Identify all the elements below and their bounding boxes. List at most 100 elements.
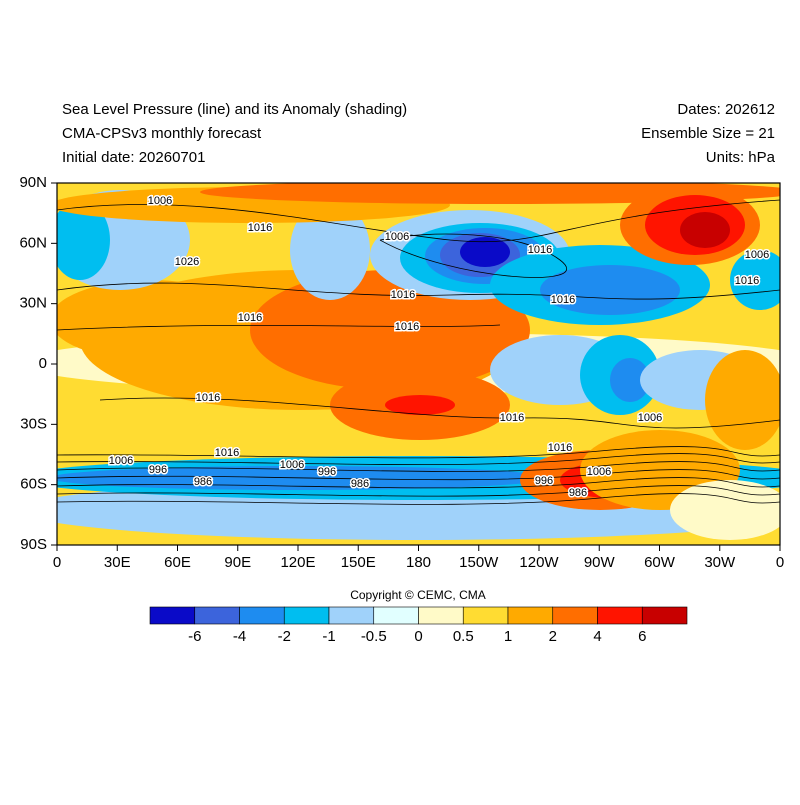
shade — [610, 358, 650, 402]
title-line: Dates: 202612 — [677, 101, 775, 118]
shade — [670, 480, 780, 540]
colorbar-label: -4 — [233, 628, 246, 645]
contour-label: 1016 — [500, 412, 524, 424]
contour — [57, 485, 780, 497]
shade — [385, 395, 455, 415]
y-tick-label: 60S — [20, 476, 47, 493]
x-tick-label: 0 — [776, 554, 784, 571]
colorbar-box — [641, 606, 688, 625]
shade — [680, 212, 730, 248]
shade — [200, 183, 780, 204]
contour-label: 1016 — [196, 392, 220, 404]
colorbar-label: -0.5 — [361, 628, 387, 645]
contour-label: 1006 — [587, 466, 611, 478]
y-tick-label: 90N — [19, 174, 47, 191]
x-tick-label: 90W — [584, 554, 616, 571]
contour-label: 986 — [569, 487, 587, 499]
contour-label: 986 — [351, 478, 369, 490]
colorbar-box — [552, 606, 598, 625]
shade — [540, 265, 680, 315]
colorbar-box — [194, 606, 240, 625]
shade — [290, 200, 370, 300]
title-line: Initial date: 20260701 — [62, 149, 205, 166]
colorbar-box — [328, 606, 375, 625]
contour — [57, 477, 780, 489]
contour — [57, 469, 780, 481]
contour-label: 1006 — [148, 195, 172, 207]
colorbar-box — [462, 606, 509, 625]
x-tick-label: 150E — [341, 554, 376, 571]
contour-label: 1016 — [528, 244, 552, 256]
colorbar-label: -6 — [188, 628, 201, 645]
copyright: Copyright © CEMC, CMA — [350, 588, 486, 602]
x-tick-label: 0 — [53, 554, 61, 571]
y-tick-label: 90S — [20, 536, 47, 553]
contour — [379, 233, 568, 278]
x-tick-label: 30E — [104, 554, 131, 571]
x-tick-label: 30W — [704, 554, 736, 571]
map-shading: 1006 1016 1026 1016 1006 1016 1016 1016 1016 1006… — [57, 183, 780, 545]
colorbar-box — [283, 606, 330, 625]
contour-label: 1016 — [395, 321, 419, 333]
x-tick-label: 150W — [459, 554, 499, 571]
contour — [57, 453, 780, 466]
title-line: CMA-CPSv3 monthly forecast — [62, 125, 262, 142]
colorbar-label: 2 — [549, 628, 557, 645]
colorbar-box — [149, 606, 196, 625]
contour-label: 996 — [535, 475, 553, 487]
title-line: Sea Level Pressure (line) and its Anomal… — [62, 101, 407, 118]
colorbar-label: 0.5 — [453, 628, 474, 645]
shade — [250, 270, 530, 390]
x-tick-label: 120E — [280, 554, 315, 571]
shade — [57, 200, 110, 280]
x-tick-label: 60W — [644, 554, 676, 571]
contour-label: 996 — [318, 466, 336, 478]
y-tick-label: 30S — [20, 415, 47, 432]
contour-label: 1006 — [385, 231, 409, 243]
colorbar-box — [597, 606, 643, 625]
contour-label: 1006 — [109, 455, 133, 467]
colorbar-label: 0 — [414, 628, 422, 645]
y-tick-label: 0 — [39, 355, 47, 372]
y-tick-label: 30N — [19, 295, 47, 312]
contour — [99, 397, 780, 429]
shade — [705, 350, 780, 450]
title-line: Units: hPa — [706, 149, 776, 166]
x-tick-label: 120W — [519, 554, 559, 571]
contour-label: 1016 — [548, 442, 572, 454]
x-tick-label: 90E — [224, 554, 251, 571]
colorbar-box — [507, 606, 554, 625]
contour-label: 1006 — [280, 459, 304, 471]
contour-label: 1016 — [391, 289, 415, 301]
colorbar-box — [239, 606, 285, 625]
contour-label: 1016 — [551, 294, 575, 306]
colorbar-box — [373, 606, 419, 625]
contour-label: 1006 — [638, 412, 662, 424]
colorbar-label: -2 — [278, 628, 291, 645]
title-line: Ensemble Size = 21 — [641, 125, 775, 142]
contour — [57, 446, 780, 459]
colorbar-label: 6 — [638, 628, 646, 645]
contour — [57, 493, 780, 505]
contour — [57, 461, 780, 472]
colorbar-label: 4 — [593, 628, 601, 645]
x-tick-label: 180 — [406, 554, 431, 571]
contour-label: 986 — [194, 476, 212, 488]
contour-label: 1016 — [735, 275, 759, 287]
colorbar-box — [418, 606, 464, 625]
y-tick-label: 60N — [19, 234, 47, 251]
shade — [730, 250, 780, 310]
contour-label: 996 — [149, 464, 167, 476]
contour-label: 1006 — [745, 249, 769, 261]
contour — [57, 324, 501, 331]
contour-label: 1026 — [175, 256, 199, 268]
contour — [57, 282, 780, 300]
shade — [460, 237, 510, 267]
colorbar-label: -1 — [322, 628, 335, 645]
shade — [57, 280, 250, 360]
x-tick-label: 60E — [164, 554, 191, 571]
contour-label: 1016 — [248, 222, 272, 234]
colorbar-label: 1 — [504, 628, 512, 645]
contour-label: 1016 — [238, 312, 262, 324]
